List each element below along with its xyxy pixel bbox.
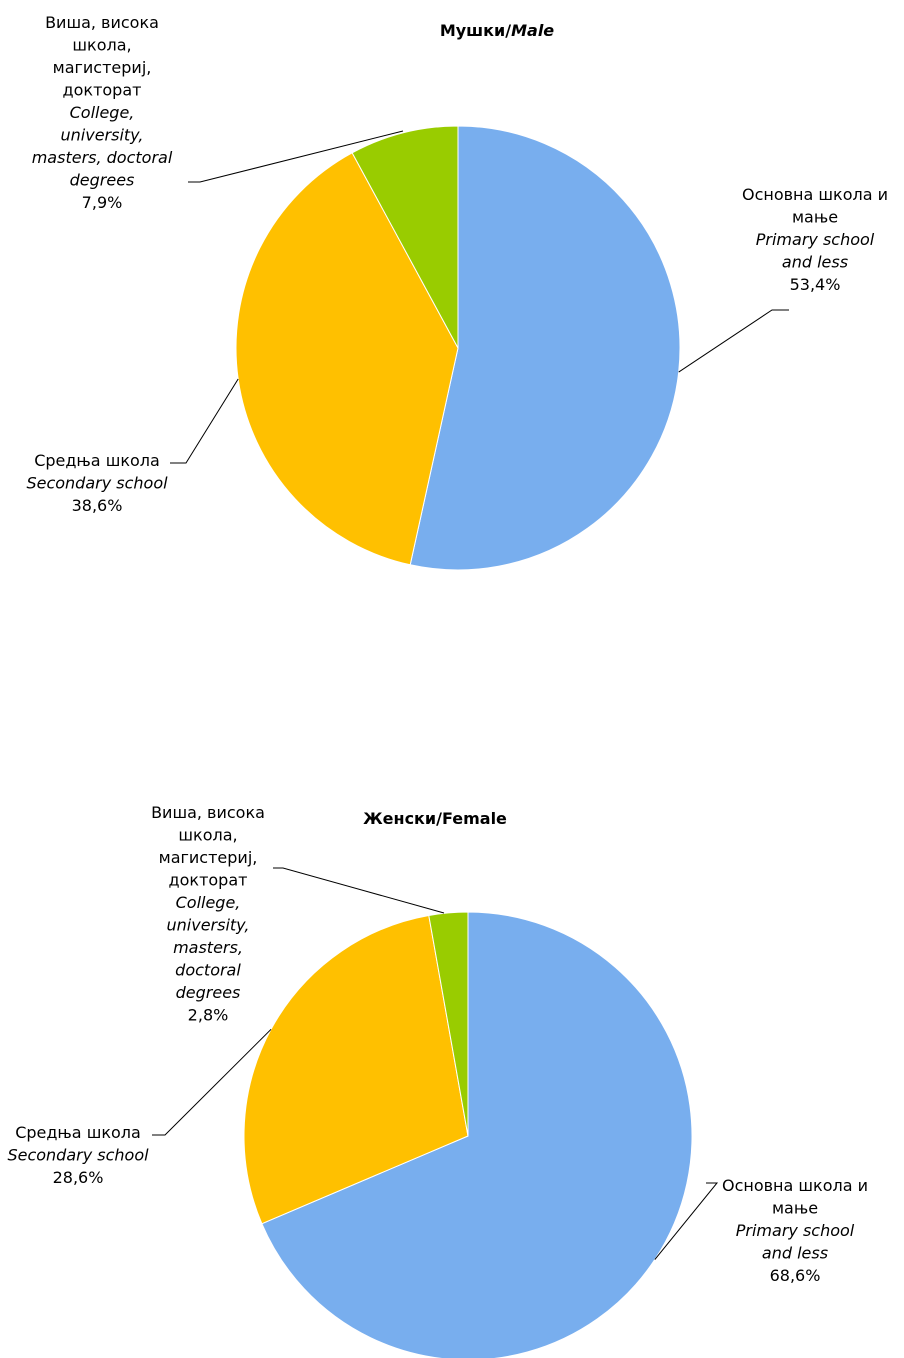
data-label-primary-en-line: Primary school — [756, 230, 875, 249]
leader-line-secondary — [152, 1028, 272, 1136]
data-label-primary-local-line: Основна школа и — [722, 1176, 868, 1195]
data-label-primary-local-line: мање — [772, 1199, 818, 1218]
data-label-primary-en-line: and less — [762, 1244, 828, 1263]
chart-title-local: Женски/ — [363, 809, 442, 828]
pie-slice-higher — [428, 911, 469, 1137]
data-label-primary-en-line: Primary school — [736, 1221, 855, 1240]
data-label-higher-en-line: masters, — [173, 938, 243, 957]
data-label-higher-local-line: магистериј, — [159, 848, 258, 867]
data-label-higher-local-line: школа, — [178, 826, 237, 845]
leader-line-primary — [654, 1182, 719, 1260]
data-label-higher-local-line: докторат — [63, 81, 142, 100]
data-label-higher-en-line: degrees — [176, 983, 241, 1002]
data-label-higher-value-line: 7,9% — [82, 193, 123, 212]
data-label-primary: Основна школа и мање Primary school and les… — [722, 1176, 868, 1285]
chart-title-local: Мушки/ — [440, 21, 511, 40]
chart-title-en: Female — [442, 809, 507, 828]
data-label-secondary: Средња школа Secondary school 28,6% — [7, 1123, 149, 1187]
data-label-higher-local-line: школа, — [72, 36, 131, 55]
pie-slice-secondary — [243, 914, 469, 1225]
data-label-higher-en-line: doctoral — [175, 961, 241, 980]
data-label-higher-value-line: 2,8% — [188, 1006, 229, 1025]
data-label-secondary-en-line: Secondary school — [7, 1146, 149, 1165]
data-label-higher-en-line: College, — [70, 103, 135, 122]
data-label-higher-en-line: College, — [176, 893, 241, 912]
data-label-secondary-value-line: 28,6% — [53, 1168, 104, 1187]
data-label-higher-en-line: university, — [61, 126, 144, 145]
data-label-primary-local-line: мање — [792, 208, 838, 227]
data-label-primary-local-line: Основна школа и — [742, 185, 888, 204]
data-label-secondary-local-line: Средња школа — [15, 1123, 141, 1142]
data-label-secondary-local-line: Средња школа — [34, 451, 160, 470]
leader-line-higher — [273, 867, 445, 914]
data-label-primary-en-line: and less — [782, 253, 848, 272]
data-label-primary-value-line: 68,6% — [770, 1266, 821, 1285]
data-label-secondary: Средња школа Secondary school 38,6% — [26, 451, 168, 515]
data-label-higher-local-line: Виша, висока — [151, 803, 265, 822]
pie-slice-primary — [409, 125, 681, 571]
data-label-primary-value-line: 53,4% — [790, 275, 841, 294]
leader-line-higher — [188, 130, 404, 183]
data-label-higher-en-line: university, — [167, 916, 250, 935]
pie-slice-secondary — [235, 152, 459, 566]
leader-line-primary — [678, 309, 789, 373]
data-label-secondary-en-line: Secondary school — [26, 474, 168, 493]
data-label-higher: Виша, висока школа, магистериј, докторат Col… — [32, 13, 173, 212]
data-label-higher-local-line: докторат — [169, 871, 248, 890]
chart-title-en: Male — [511, 21, 554, 40]
pie-chart-male: Мушки/Male Основна школа и мање Primary sch… — [26, 13, 888, 571]
pie-chart-female: Женски/Female Основна школа и мање Primary … — [7, 803, 868, 1358]
data-label-higher-en-line: masters, doctoral — [32, 148, 173, 167]
data-label-higher-local-line: Виша, висока — [45, 13, 159, 32]
chart-title: Мушки/Male — [440, 21, 554, 40]
data-label-primary: Основна школа и мање Primary school and les… — [742, 185, 888, 294]
data-label-secondary-value-line: 38,6% — [72, 496, 123, 515]
pie-slice-higher — [351, 125, 459, 349]
data-label-higher: Виша, висока школа, магистериј, докторат Col… — [151, 803, 265, 1025]
data-label-higher-en-line: degrees — [70, 171, 135, 190]
data-label-higher-local-line: магистериј, — [53, 58, 152, 77]
chart-title: Женски/Female — [363, 809, 507, 828]
leader-line-secondary — [170, 378, 239, 464]
